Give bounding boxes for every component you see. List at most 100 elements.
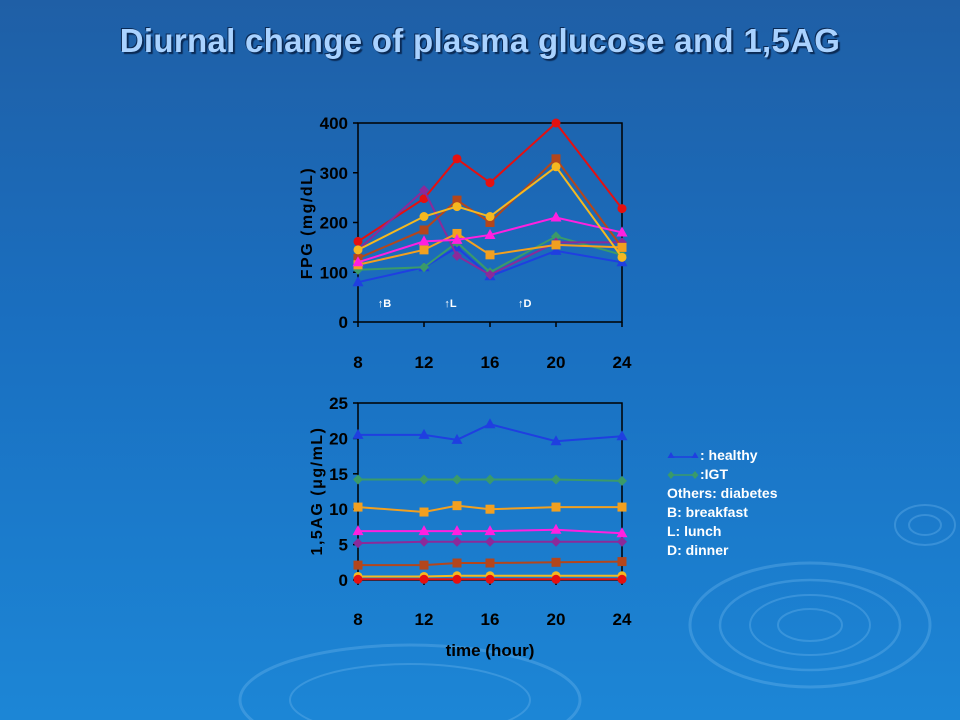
data-point — [451, 233, 463, 244]
data-point — [617, 242, 627, 252]
data-point — [452, 202, 462, 212]
series-4 — [353, 536, 627, 549]
x-tick-label: 12 — [415, 610, 434, 629]
y-tick-label: 100 — [320, 263, 348, 282]
data-point — [452, 536, 462, 547]
legend-healthy-label: : healthy — [700, 447, 758, 463]
series-line — [357, 121, 623, 243]
data-point — [451, 525, 463, 536]
data-point — [452, 558, 462, 568]
y-tick-label: 20 — [329, 429, 348, 448]
series-7 — [353, 574, 627, 584]
data-point — [419, 474, 429, 485]
data-point — [419, 262, 429, 273]
data-point — [353, 538, 363, 549]
data-point — [419, 225, 429, 235]
x-tick-label: 16 — [481, 610, 500, 629]
series-line — [357, 246, 623, 284]
data-point — [550, 211, 562, 222]
data-point — [452, 574, 462, 584]
data-point — [353, 245, 363, 255]
series-line — [358, 574, 622, 578]
y-tick-label: 10 — [329, 500, 348, 519]
series-line — [357, 188, 622, 276]
data-point — [352, 525, 364, 536]
data-point — [551, 574, 561, 584]
y-tick-label: 0 — [339, 313, 348, 332]
data-point — [353, 502, 363, 512]
data-point — [617, 557, 627, 567]
data-point — [617, 574, 627, 584]
legend-breakfast-label: B: breakfast — [667, 504, 748, 520]
legend-item-breakfast: B: breakfast — [667, 503, 777, 522]
y-tick-label: 5 — [339, 536, 348, 555]
x-tick-label: 8 — [353, 353, 362, 372]
data-point — [617, 252, 627, 262]
data-point — [485, 474, 495, 485]
data-point — [353, 574, 363, 584]
data-point — [451, 433, 463, 444]
x-tick-label: 16 — [481, 353, 500, 372]
y-tick-label: 400 — [320, 114, 348, 133]
legend-item-lunch: L: lunch — [667, 522, 777, 541]
series-line — [358, 528, 623, 535]
series-line — [358, 478, 623, 482]
data-point — [485, 536, 495, 547]
fpg-chart: 0 100 200 300 400 8 12 16 20 24 FPG (mg/dL) ↑B ↑L ↑D — [299, 114, 632, 372]
data-point — [484, 228, 496, 239]
data-point — [452, 195, 462, 205]
legend-item-dinner: D: dinner — [667, 541, 777, 560]
page-title: Diurnal change of plasma glucose and 1,5… — [119, 22, 841, 59]
data-point — [551, 557, 561, 567]
data-point — [550, 244, 562, 255]
x-tick-label: 24 — [613, 610, 632, 629]
data-point — [352, 276, 364, 287]
legend-igt-label: :IGT — [700, 466, 728, 482]
data-point — [485, 504, 495, 514]
meal-annotation: ↑L — [444, 298, 457, 310]
x-tick-label: 20 — [547, 610, 566, 629]
data-point — [418, 525, 430, 536]
data-point — [452, 228, 462, 238]
x-tick-label: 20 — [547, 353, 566, 372]
data-point — [353, 474, 363, 485]
data-point — [452, 474, 462, 485]
data-point — [418, 235, 430, 246]
series-line — [358, 560, 623, 567]
data-point — [419, 536, 429, 547]
meal-annotation: ↑B — [378, 298, 392, 310]
series-7 — [353, 162, 627, 262]
data-point — [550, 435, 562, 446]
data-point — [418, 428, 430, 439]
series-line — [357, 504, 622, 514]
data-point — [616, 226, 628, 237]
data-point — [617, 475, 627, 486]
legend-item-igt: :IGT — [667, 465, 777, 484]
data-point — [551, 118, 561, 128]
series-1 — [353, 474, 627, 486]
data-point — [452, 250, 462, 261]
meal-annotation: ↑D — [518, 298, 532, 310]
data-point — [617, 204, 627, 214]
legend: : healthy :IGT Others: diabetes B: break… — [667, 446, 777, 560]
data-point — [551, 231, 561, 242]
y-axis-label: FPG (mg/dL) — [299, 167, 316, 279]
legend-healthy-marker-icon — [667, 451, 699, 458]
data-point — [419, 245, 429, 255]
series-line — [357, 540, 622, 545]
data-point — [485, 269, 495, 280]
legend-dinner-label: D: dinner — [667, 542, 729, 558]
y-axis-label: 1,5AG (μg/mL) — [309, 427, 326, 556]
data-point — [616, 527, 628, 538]
series-5 — [353, 557, 627, 570]
plot-frame — [357, 402, 623, 581]
data-point — [485, 574, 495, 584]
series-3 — [352, 523, 628, 538]
data-point — [485, 212, 495, 222]
data-point — [353, 236, 363, 246]
data-point — [419, 185, 429, 196]
data-point — [485, 250, 495, 260]
x-tick-label: 24 — [613, 353, 632, 372]
x-tick-label: 12 — [415, 353, 434, 372]
